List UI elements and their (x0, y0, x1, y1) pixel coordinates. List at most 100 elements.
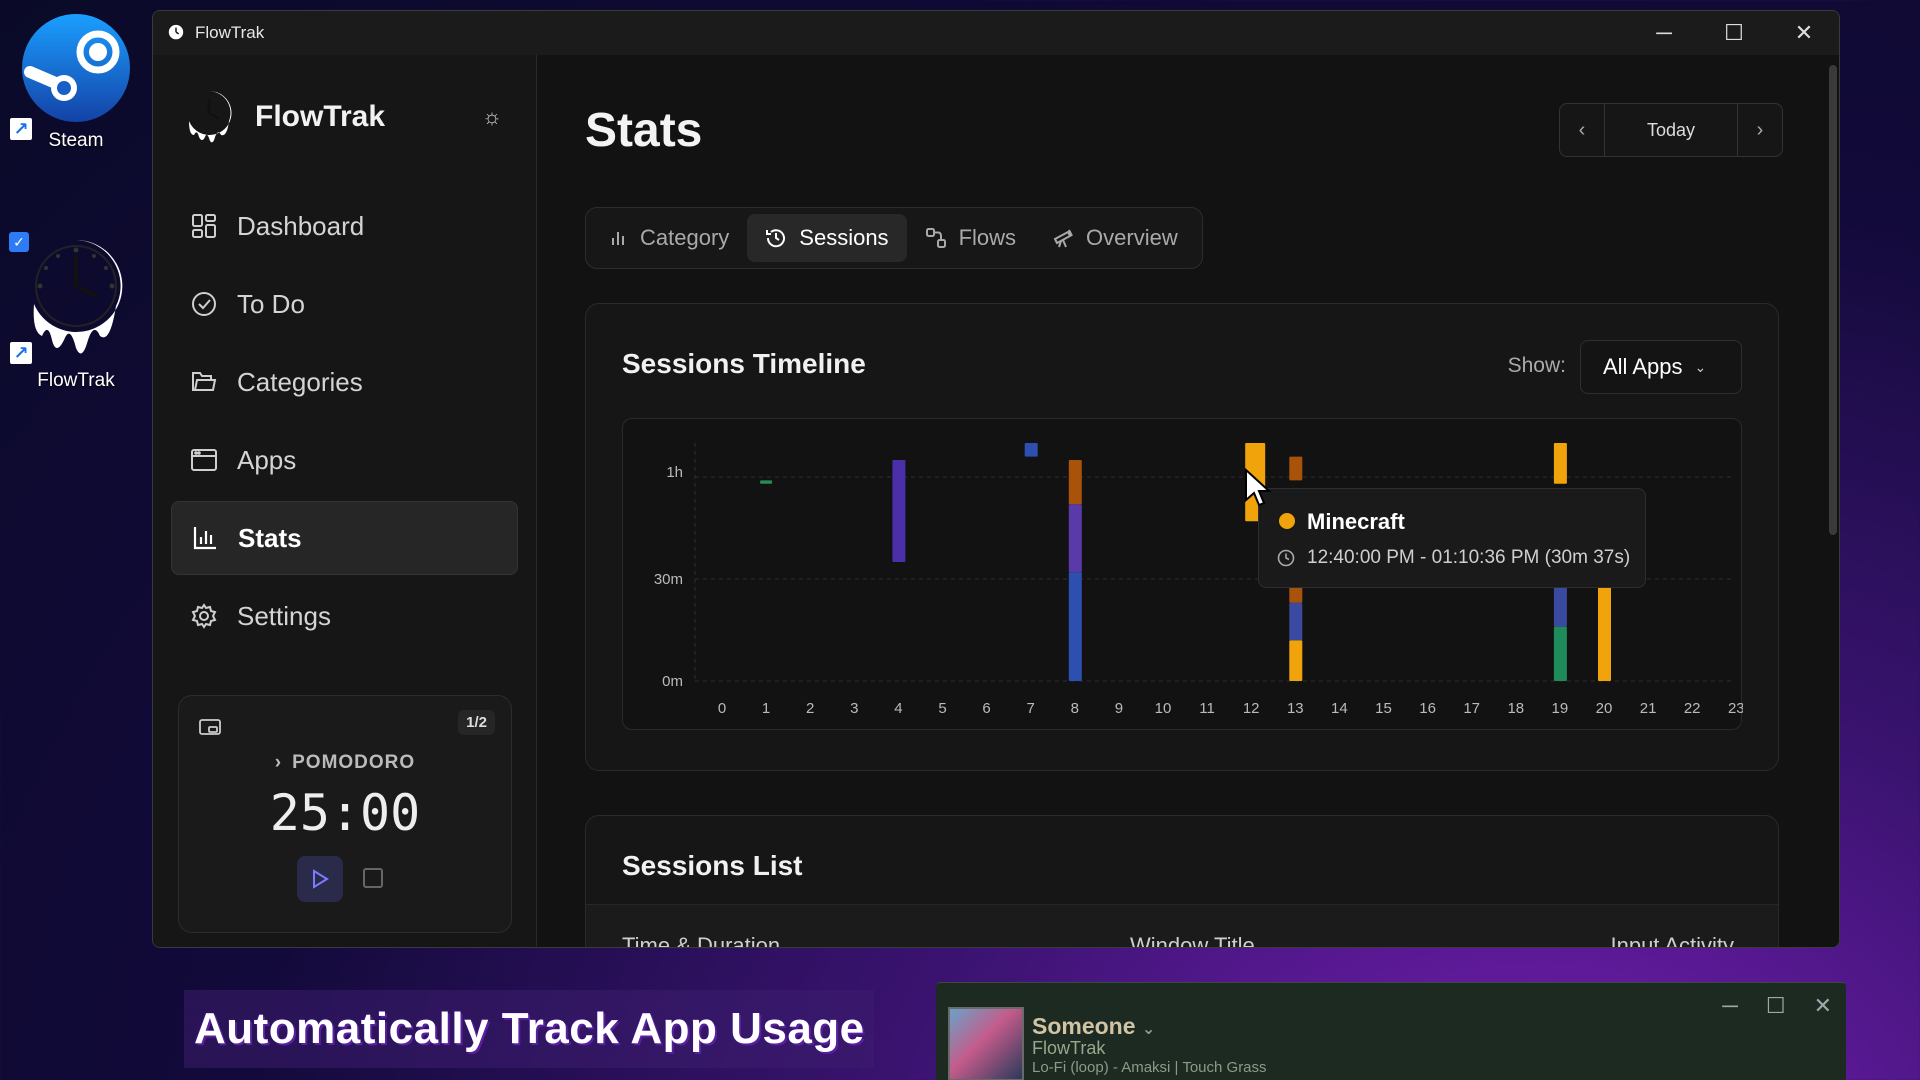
x-tick-label: 19 (1552, 700, 1569, 717)
x-tick-label: 15 (1375, 700, 1392, 717)
chevron-down-icon: ⌄ (1694, 358, 1707, 375)
x-tick-label: 4 (894, 700, 902, 717)
pomodoro-time: 25:00 (269, 784, 421, 842)
close-button[interactable]: ✕ (1813, 993, 1832, 1018)
mouse-cursor-icon (1245, 468, 1272, 507)
x-tick-label: 10 (1155, 700, 1172, 717)
x-tick-label: 3 (850, 700, 858, 717)
sidebar-item-label: Apps (237, 444, 297, 475)
tab-sessions[interactable]: Sessions (747, 214, 907, 262)
timeline-title: Sessions Timeline (622, 348, 866, 379)
x-tick-label: 20 (1596, 700, 1613, 717)
sidebar-item-settings[interactable]: Settings (171, 579, 518, 653)
app-filter-value: All Apps (1603, 354, 1683, 379)
sidebar-item-label: Categories (237, 366, 363, 397)
x-tick-label: 8 (1071, 700, 1079, 717)
tab-overview[interactable]: Overview (1034, 214, 1196, 262)
window-icon (189, 445, 219, 475)
chevron-right-icon: › (274, 752, 283, 773)
session-bar (1553, 585, 1567, 627)
today-button[interactable]: Today (1604, 104, 1738, 156)
column-window-title[interactable]: Window Title (1130, 933, 1255, 948)
title-bar[interactable]: FlowTrak ─ ☐ ✕ (153, 11, 1839, 55)
next-day-button[interactable]: › (1756, 118, 1764, 141)
maximize-button[interactable]: ☐ (1765, 993, 1786, 1018)
flowtrak-window: FlowTrak ─ ☐ ✕ FlowTrak ☼ Dashboard To D… (152, 10, 1840, 948)
tab-label: Sessions (799, 225, 889, 250)
session-bar (1068, 460, 1082, 505)
minimize-button[interactable]: ─ (1722, 993, 1738, 1018)
desktop-icon-flowtrak[interactable]: FlowTrak (16, 236, 136, 392)
sidebar-item-apps[interactable]: Apps (171, 423, 518, 497)
session-bar (1289, 640, 1303, 681)
x-tick-label: 16 (1419, 700, 1436, 717)
sidebar-item-label: To Do (237, 288, 305, 319)
sidebar-item-dashboard[interactable]: Dashboard (171, 189, 518, 263)
player-title-text: Someone (1032, 1013, 1136, 1039)
x-tick-label: 7 (1027, 700, 1035, 717)
brand-name: FlowTrak (255, 100, 386, 133)
prev-day-button[interactable]: ‹ (1578, 118, 1586, 141)
sidebar-item-todo[interactable]: To Do (171, 267, 518, 341)
stop-button[interactable] (363, 868, 383, 888)
session-bar (760, 480, 773, 484)
sidebar-item-label: Dashboard (237, 210, 365, 241)
scrollbar[interactable] (1829, 65, 1837, 535)
play-button[interactable] (297, 856, 343, 902)
page-title: Stats (585, 104, 703, 157)
selection-check-icon[interactable]: ✓ (9, 232, 29, 252)
x-tick-label: 5 (938, 700, 946, 717)
column-input-activity[interactable]: Input Activity (1610, 933, 1734, 948)
desktop-icon-steam[interactable]: Steam (16, 12, 136, 152)
app-icon (168, 24, 184, 40)
folder-icon (189, 367, 219, 397)
melting-clock-icon (189, 90, 232, 143)
sidebar-item-label: Stats (238, 522, 302, 553)
player-subtitle: FlowTrak (1032, 1038, 1106, 1058)
check-circle-icon (189, 289, 219, 319)
history-icon (765, 227, 787, 249)
x-tick-label: 22 (1684, 700, 1701, 717)
x-tick-label: 23 (1728, 700, 1743, 717)
sidebar-item-label: Settings (237, 600, 331, 631)
y-tick-label: 30m (654, 571, 683, 588)
session-bar (1553, 626, 1567, 681)
pomodoro-label[interactable]: › POMODORO (179, 752, 511, 774)
tab-category[interactable]: Category (592, 214, 747, 262)
gear-icon (189, 601, 219, 631)
column-time-duration[interactable]: Time & Duration (622, 933, 781, 948)
tab-label: Flows (958, 225, 1017, 250)
close-button[interactable]: ✕ (1794, 20, 1814, 45)
telescope-icon (1052, 227, 1074, 249)
steam-logo-icon (20, 12, 132, 124)
x-tick-label: 0 (718, 700, 726, 717)
sessions-list-card: Sessions List Time & Duration Window Tit… (585, 815, 1779, 948)
session-bar (1598, 585, 1611, 681)
app-filter-dropdown[interactable]: All Apps ⌄ (1580, 340, 1742, 394)
pomodoro-widget: 1/2 › POMODORO 25:00 (178, 695, 512, 933)
flow-icon (925, 227, 947, 249)
sessions-list-title: Sessions List (622, 850, 803, 881)
sidebar-item-stats[interactable]: Stats (171, 501, 518, 575)
tab-flows[interactable]: Flows (907, 214, 1034, 262)
x-tick-label: 21 (1640, 700, 1657, 717)
player-title[interactable]: Someone ⌄ (1032, 1013, 1155, 1040)
date-navigator: ‹ Today › (1559, 103, 1783, 157)
picture-in-picture-icon[interactable] (199, 718, 221, 743)
session-tooltip: Minecraft 12:40:00 PM - 01:10:36 PM (30m… (1258, 488, 1646, 588)
tooltip-app-name: Minecraft (1307, 509, 1405, 534)
session-bar (1289, 602, 1303, 641)
x-tick-label: 18 (1507, 700, 1524, 717)
desktop-icon-label: FlowTrak (37, 370, 115, 391)
minimize-button[interactable]: ─ (1656, 20, 1672, 45)
maximize-button[interactable]: ☐ (1724, 20, 1744, 45)
theme-toggle-sun-icon[interactable]: ☼ (481, 104, 502, 129)
app-color-dot (1279, 513, 1295, 529)
sessions-list-header: Time & Duration Window Title Input Activ… (586, 904, 1778, 948)
tooltip-time-range: 12:40:00 PM - 01:10:36 PM (30m 37s) (1307, 547, 1631, 568)
y-tick-label: 1h (666, 464, 683, 481)
x-tick-label: 17 (1463, 700, 1480, 717)
x-tick-label: 11 (1199, 700, 1215, 717)
sidebar-item-categories[interactable]: Categories (171, 345, 518, 419)
session-bar (892, 460, 906, 562)
